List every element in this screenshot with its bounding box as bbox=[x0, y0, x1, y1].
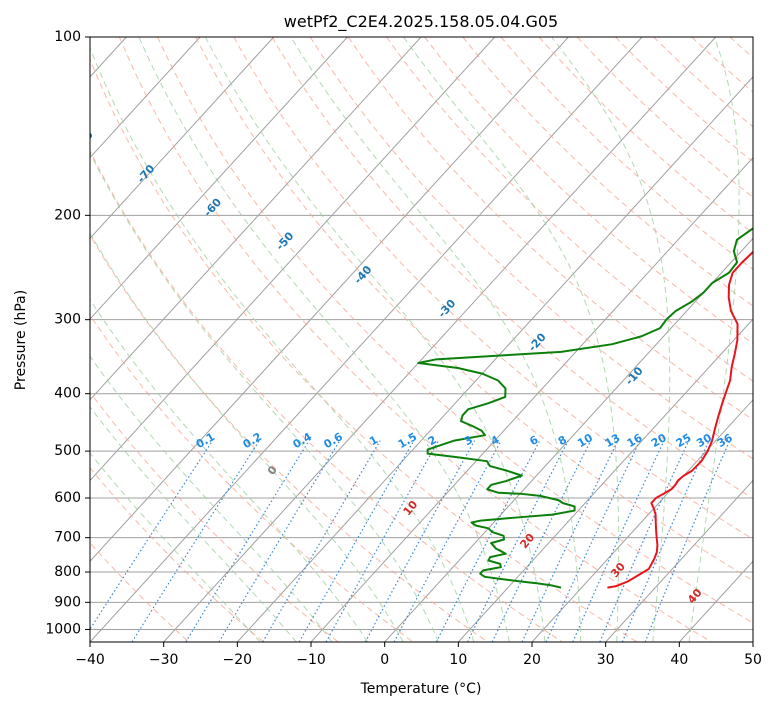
mixing-ratio-line-7 bbox=[364, 440, 476, 642]
axes: −40 −30 −20 −10 0 10 20 30 40 50 100 200 300 400 500 60… bbox=[45, 29, 762, 668]
y-axis-label: Pressure (hPa) bbox=[13, 290, 29, 390]
y-tick-label-8: 900 bbox=[54, 594, 81, 610]
isotherm-5 bbox=[90, 37, 201, 159]
dry-adiabat-9 bbox=[195, 37, 753, 582]
isotherm-13 bbox=[236, 76, 753, 642]
y-tick-label-9: 1000 bbox=[45, 621, 81, 637]
dry-adiabat-10 bbox=[233, 37, 753, 540]
dry-adiabat-7 bbox=[118, 37, 712, 642]
isotherm-11 bbox=[90, 37, 643, 642]
mixing-ratio-line-6 bbox=[325, 440, 440, 642]
moist-adiabat-7 bbox=[138, 37, 510, 642]
dry-adiabat-19 bbox=[576, 37, 753, 198]
moist-adiabat-10 bbox=[403, 37, 620, 642]
moist-adiabat-5 bbox=[90, 151, 439, 642]
dry-adiabat-15 bbox=[424, 37, 753, 344]
moist-adiabat-9 bbox=[290, 37, 582, 642]
mixing-ratio-line-0 bbox=[90, 440, 214, 631]
mixing-ratio-line-10 bbox=[466, 440, 569, 642]
dry-adiabat-4 bbox=[90, 234, 488, 642]
profile-lines bbox=[417, 227, 753, 589]
mixing-ratio-line-15 bbox=[599, 440, 690, 642]
y-tick-label-6: 700 bbox=[54, 530, 81, 546]
mixing-ratio-line-5 bbox=[298, 440, 415, 642]
moist-adiabat-2 bbox=[90, 355, 333, 642]
mixing-ratio-line-11 bbox=[491, 440, 592, 642]
x-tick-label-1: −30 bbox=[149, 652, 179, 668]
mixing-ratio-line-14 bbox=[572, 440, 665, 642]
dry-adiabat-3 bbox=[90, 314, 414, 642]
moist-adiabat-3 bbox=[90, 298, 369, 642]
moist-adiabat-4 bbox=[90, 232, 404, 642]
isotherm-17 bbox=[531, 399, 753, 642]
dry-adiabat-16 bbox=[462, 37, 753, 307]
dry-adiabat-2 bbox=[90, 391, 339, 642]
isotherm-15 bbox=[384, 237, 753, 642]
y-tick-label-5: 600 bbox=[54, 490, 81, 506]
background-lines bbox=[90, 37, 753, 642]
mixing-ratio-line-3 bbox=[218, 440, 341, 642]
dry-adiabat-18 bbox=[538, 37, 753, 234]
x-tick-label-8: 40 bbox=[670, 652, 688, 668]
moist-adiabat-6 bbox=[90, 46, 475, 642]
chart-title: wetPf2_C2E4.2025.158.05.04.G05 bbox=[284, 12, 558, 32]
isotherm-10 bbox=[90, 37, 569, 563]
moist-adiabat-11 bbox=[551, 37, 671, 642]
isotherm-9 bbox=[90, 37, 496, 482]
y-tick-label-1: 200 bbox=[54, 207, 81, 223]
isotherm-7 bbox=[90, 37, 348, 320]
dewpoint-line bbox=[417, 227, 753, 589]
isotherm-8 bbox=[90, 37, 422, 401]
moist-adiabat-8 bbox=[205, 37, 546, 642]
x-tick-label-7: 30 bbox=[597, 652, 615, 668]
moist-adiabat-1 bbox=[90, 405, 297, 642]
isotherm-18 bbox=[605, 479, 753, 642]
y-tick-label-3: 400 bbox=[54, 386, 81, 402]
y-tick-label-4: 500 bbox=[54, 443, 81, 459]
mixing-ratio-line-13 bbox=[545, 440, 641, 642]
mixing-ratio-line-4 bbox=[262, 440, 381, 642]
x-tick-label-2: −20 bbox=[223, 652, 253, 668]
isotherm-12 bbox=[163, 37, 717, 642]
x-tick-label-3: −10 bbox=[296, 652, 326, 668]
dry-adiabat-label-2: -80 bbox=[73, 128, 96, 152]
dry-adiabat-12 bbox=[309, 37, 753, 460]
moist-adiabat-0 bbox=[90, 452, 261, 642]
dry-adiabat-14 bbox=[386, 37, 753, 382]
x-tick-label-4: 0 bbox=[380, 652, 389, 668]
y-tick-label-0: 100 bbox=[54, 29, 81, 45]
dry-adiabat-6 bbox=[90, 58, 638, 642]
mixing-ratio-line-1 bbox=[131, 440, 260, 642]
plot-frame bbox=[89, 36, 754, 643]
moist-adiabat-12 bbox=[688, 37, 740, 642]
mixing-ratio-line-16 bbox=[621, 440, 710, 642]
isotherm-16 bbox=[457, 318, 753, 642]
temperature-line bbox=[607, 250, 753, 589]
x-tick-label-6: 20 bbox=[523, 652, 541, 668]
dry-adiabat-13 bbox=[347, 37, 753, 421]
mixing-ratio-line-2 bbox=[185, 440, 310, 642]
dry-adiabat-5 bbox=[90, 149, 563, 642]
isotherm-6 bbox=[90, 37, 275, 240]
x-tick-label-9: 50 bbox=[744, 652, 762, 668]
x-tick-label-0: −40 bbox=[75, 652, 105, 668]
x-tick-label-5: 10 bbox=[449, 652, 467, 668]
dry-adiabat-11 bbox=[271, 37, 753, 500]
x-axis-label: Temperature (°C) bbox=[360, 681, 482, 697]
y-tick-label-7: 800 bbox=[54, 564, 81, 580]
y-tick-label-2: 300 bbox=[54, 312, 81, 328]
dry-adiabat-8 bbox=[157, 37, 753, 624]
